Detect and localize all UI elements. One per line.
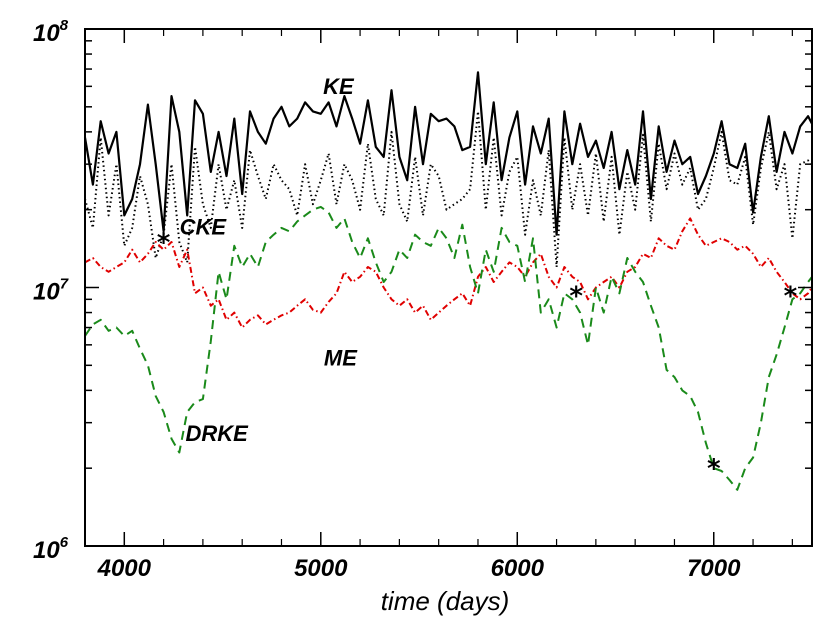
series-label-me: ME — [324, 345, 358, 370]
x-tick-label: 4000 — [97, 555, 152, 582]
series-layer — [83, 71, 813, 491]
y-tick-label: 106 — [33, 534, 69, 564]
series-line-cke — [84, 110, 813, 268]
series-line-ke — [83, 71, 813, 236]
star-marker: * — [784, 282, 798, 312]
series-line-drke — [84, 205, 813, 491]
y-tick-label-base: 10 — [33, 537, 60, 564]
y-tick-label-base: 10 — [33, 20, 60, 47]
star-marker: * — [569, 282, 583, 312]
series-label-cke: CKE — [180, 215, 228, 240]
label-layer: KE CKE ME DRKE — [180, 74, 359, 446]
y-tick-label-base: 10 — [33, 279, 60, 306]
x-tick-label: 5000 — [294, 555, 348, 582]
x-tick-label: 6000 — [491, 555, 545, 582]
series-label-drke: DRKE — [185, 421, 249, 446]
series-label-ke: KE — [323, 74, 355, 99]
y-tick-label: 107 — [33, 276, 69, 306]
y-tick-label: 108 — [33, 17, 69, 47]
x-axis-label: time (days) — [381, 586, 510, 616]
series-line-me — [84, 217, 813, 329]
x-tick-label: 7000 — [687, 555, 741, 582]
marker-layer: * * * * — [157, 228, 798, 484]
y-tick-label-exponent: 6 — [60, 534, 69, 551]
star-marker: * — [707, 454, 721, 484]
y-tick-label-exponent: 8 — [60, 17, 69, 34]
star-marker: * — [157, 228, 171, 258]
y-tick-label-exponent: 7 — [60, 276, 69, 293]
